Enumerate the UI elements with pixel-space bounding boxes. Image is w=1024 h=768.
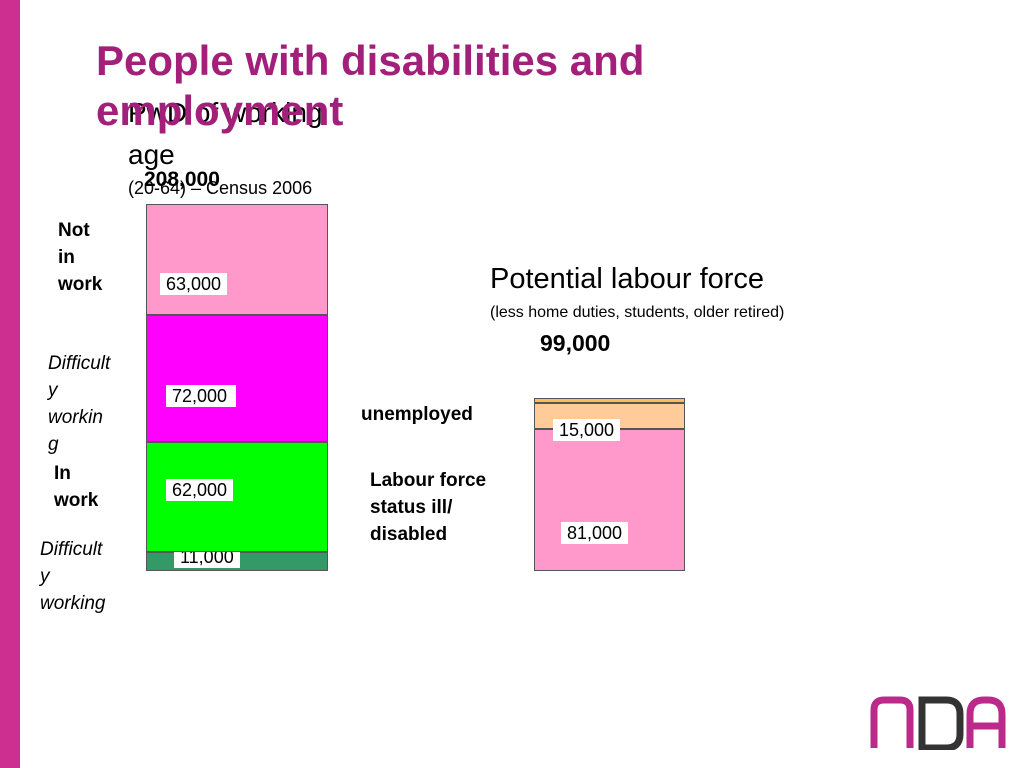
label-in-work: In work — [54, 460, 98, 514]
label-line: Not — [58, 220, 90, 241]
label-line: work — [54, 490, 99, 511]
bar-segment — [146, 204, 328, 316]
label-line: in — [58, 247, 75, 268]
label-line: Difficult — [40, 539, 103, 560]
label-line: disabled — [370, 524, 448, 545]
slide-title: People with disabilities and employment — [96, 37, 645, 134]
label-line: g — [48, 434, 59, 455]
left-chart-subheader: (20-64) – Census 2006 — [128, 178, 313, 198]
label-line: In — [54, 463, 71, 484]
left-chart-header-line1: PwD of working — [128, 97, 323, 128]
right-chart-total: 99,000 — [540, 330, 611, 356]
label-line: work — [58, 274, 103, 295]
label-line: status ill/ — [370, 497, 453, 518]
label-line: y — [48, 380, 58, 401]
bar-value-label: 81,000 — [561, 522, 629, 544]
label-difficulty-working-top: Difficult y workin g — [48, 350, 110, 458]
label-difficulty-working-bottom: Difficult y working — [40, 536, 105, 617]
bar-segment — [534, 398, 685, 404]
label-line: workin — [48, 407, 103, 428]
bar-segment — [146, 315, 328, 443]
right-chart-subheader: (less home duties, students, older retir… — [490, 304, 785, 321]
label-line: Difficult — [48, 353, 111, 374]
nda-logo — [870, 696, 1006, 750]
right-chart-header: Potential labour force — [490, 263, 765, 295]
logo-letter-n — [870, 696, 914, 748]
label-line: y — [40, 566, 50, 587]
label-line: Labour force — [370, 470, 487, 491]
left-chart-total: 208,000 — [144, 168, 220, 191]
left-accent-band — [0, 0, 20, 768]
bar-value-label: 63,000 — [160, 273, 228, 295]
logo-letter-d — [918, 696, 964, 750]
label-lf-status: Labour force status ill/ disabled — [370, 467, 486, 548]
bar-segment — [534, 429, 685, 571]
label-not-in-work: Not in work — [58, 217, 102, 298]
logo-letter-a — [966, 696, 1006, 748]
bar-value-label: 15,000 — [553, 419, 621, 441]
bar-value-label: 62,000 — [166, 479, 234, 501]
left-chart-header-line2: age — [128, 139, 175, 170]
bar-value-label: 72,000 — [166, 385, 236, 407]
label-unemployed: unemployed — [361, 404, 473, 425]
label-line: working — [40, 593, 106, 614]
